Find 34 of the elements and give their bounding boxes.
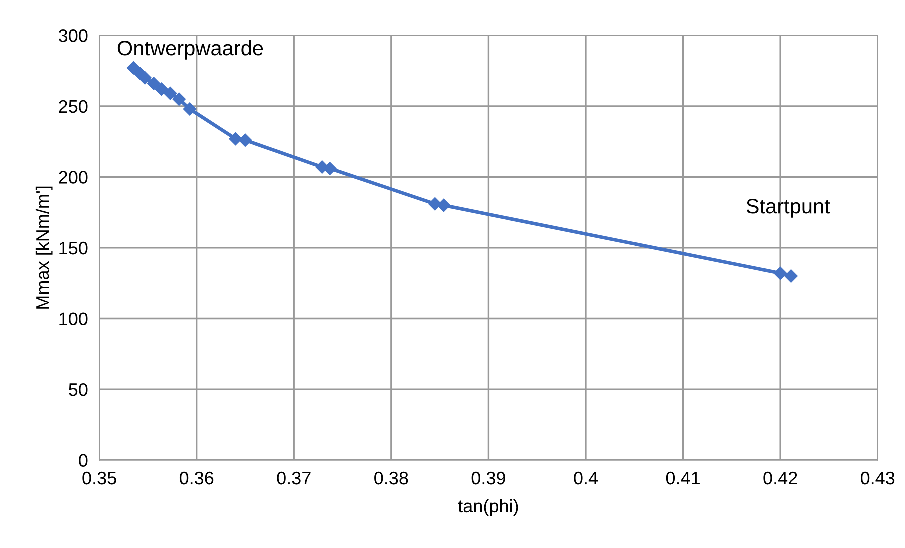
point (784, 270, 798, 283)
x-tick-label: 0.38 (374, 472, 408, 485)
point (437, 198, 451, 212)
x-tick-label: 0.36 (180, 472, 214, 485)
x-axis-title: tan(phi) (458, 499, 518, 516)
annotation: Ontwerpwaarde (118, 40, 264, 60)
y-axis-title: Mmax [kNm/m'] (36, 186, 53, 309)
x-tick-label: 0.43 (860, 472, 895, 485)
x-tick-label: 0.42 (764, 472, 798, 485)
point (238, 134, 252, 147)
point (127, 62, 140, 75)
point (324, 162, 337, 176)
point (183, 102, 197, 116)
point (147, 77, 161, 90)
y-tick-label: 50 (69, 383, 88, 396)
y-tick-label: 150 (60, 242, 88, 255)
point (428, 197, 442, 211)
x-tick-label: 0.37 (277, 472, 311, 485)
x-tick-label: 0.4 (574, 472, 598, 485)
x-tick-label: 0.39 (472, 472, 506, 485)
point (774, 266, 788, 280)
point (229, 132, 242, 146)
point (155, 82, 168, 96)
point (164, 87, 178, 100)
point (172, 92, 186, 106)
point (138, 72, 152, 85)
y-tick-label: 0 (79, 454, 88, 468)
y-tick-label: 300 (59, 30, 88, 42)
x-tick-label: 0.35 (82, 472, 116, 485)
y-tick-label: 200 (59, 171, 88, 184)
x-tick-label: 0.41 (666, 472, 700, 485)
y-tick-label: 250 (59, 100, 88, 114)
y-tick-label: 100 (60, 312, 88, 326)
annotation: Startpunt (746, 199, 830, 218)
